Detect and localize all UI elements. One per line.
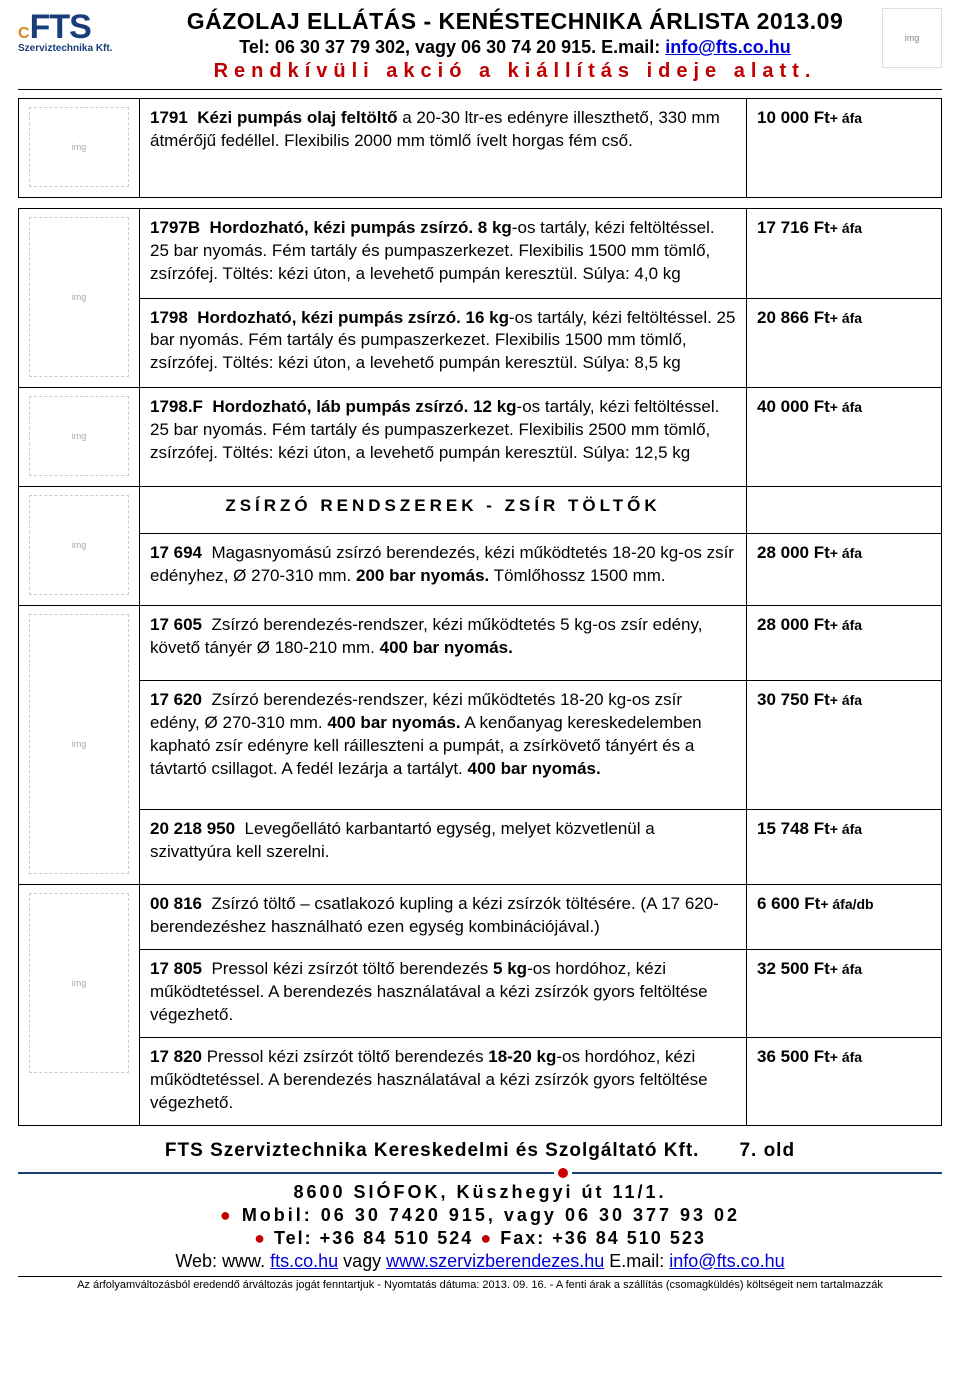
product-table: img 1791 Kézi pumpás olaj feltöltő a 20-… [18, 98, 942, 198]
table-row: 17 820 Pressol kézi zsírzót töltő berend… [19, 1037, 942, 1125]
section-title: ZSÍRZÓ RENDSZEREK - ZSÍR TÖLTŐK [140, 487, 747, 534]
logo: CFTS Szerviztechnika Kft. [18, 8, 148, 54]
header-icon: img [882, 8, 942, 68]
product-table: img 1797B Hordozható, kézi pumpás zsírzó… [18, 208, 942, 1126]
product-price: 28 000 Ft+ áfa [747, 533, 942, 605]
product-desc: 20 218 950 Levegőellátó karbantartó egys… [140, 809, 747, 884]
product-desc: 17 620 Zsírzó berendezés-rendszer, kézi … [140, 681, 747, 809]
product-image-cell: img [19, 487, 140, 606]
footer-mobile: ● Mobil: 06 30 7420 915, vagy 06 30 377 … [18, 1205, 942, 1226]
product-price: 30 750 Ft+ áfa [747, 681, 942, 809]
footer-web-link-2[interactable]: www.szervizberendezes.hu [386, 1251, 604, 1271]
page-header: CFTS Szerviztechnika Kft. GÁZOLAJ ELLÁTÁ… [18, 8, 942, 83]
product-image-cell: img [19, 99, 140, 198]
footer-web: Web: www. fts.co.hu vagy www.szervizbere… [18, 1251, 942, 1272]
product-price: 20 866 Ft+ áfa [747, 298, 942, 388]
page-number: 7. old [739, 1140, 795, 1162]
header-tel-text: Tel: 06 30 37 79 302, vagy 06 30 74 20 9… [239, 37, 665, 57]
product-desc: 17 805 Pressol kézi zsírzót töltő berend… [140, 949, 747, 1037]
product-desc: 1791 Kézi pumpás olaj feltöltő a 20-30 l… [140, 99, 747, 198]
page-title: GÁZOLAJ ELLÁTÁS - KENÉSTECHNIKA ÁRLISTA … [148, 8, 882, 35]
header-contact: Tel: 06 30 37 79 302, vagy 06 30 74 20 9… [148, 37, 882, 58]
product-desc: 17 694 Magasnyomású zsírzó berendezés, k… [140, 533, 747, 605]
logo-text: FTS [30, 8, 91, 46]
product-desc: 1798 Hordozható, kézi pumpás zsírzó. 16 … [140, 298, 747, 388]
product-image-cell: img [19, 606, 140, 885]
page-footer: FTS Szerviztechnika Kereskedelmi és Szol… [18, 1140, 942, 1291]
table-row: 1798 Hordozható, kézi pumpás zsírzó. 16 … [19, 298, 942, 388]
footer-fineprint: Az árfolyamváltozásból eredendő árváltoz… [18, 1276, 942, 1291]
product-image-cell: img [19, 209, 140, 388]
product-price: 6 600 Ft+ áfa/db [747, 885, 942, 950]
product-desc: 17 820 Pressol kézi zsírzót töltő berend… [140, 1037, 747, 1125]
logo-c-icon: C [18, 25, 30, 42]
table-row: 17 620 Zsírzó berendezés-rendszer, kézi … [19, 681, 942, 809]
product-price: 40 000 Ft+ áfa [747, 388, 942, 487]
product-desc: 00 816 Zsírzó töltő – csatlakozó kupling… [140, 885, 747, 950]
table-row: img 1791 Kézi pumpás olaj feltöltő a 20-… [19, 99, 942, 198]
table-row: img 17 605 Zsírzó berendezés-rendszer, k… [19, 606, 942, 681]
footer-tel: ● Tel: +36 84 510 524 ● Fax: +36 84 510 … [18, 1228, 942, 1249]
product-price: 28 000 Ft+ áfa [747, 606, 942, 681]
empty-cell [747, 487, 942, 534]
product-image-cell: img [19, 885, 140, 1126]
product-price: 32 500 Ft+ áfa [747, 949, 942, 1037]
product-desc: 1797B Hordozható, kézi pumpás zsírzó. 8 … [140, 209, 747, 299]
footer-web-link-1[interactable]: fts.co.hu [270, 1251, 338, 1271]
table-row: img 1797B Hordozható, kézi pumpás zsírzó… [19, 209, 942, 299]
product-desc: 1798.F Hordozható, láb pumpás zsírzó. 12… [140, 388, 747, 487]
table-row: 17 805 Pressol kézi zsírzót töltő berend… [19, 949, 942, 1037]
footer-email-link[interactable]: info@fts.co.hu [669, 1251, 784, 1271]
product-desc: 17 605 Zsírzó berendezés-rendszer, kézi … [140, 606, 747, 681]
table-row: 20 218 950 Levegőellátó karbantartó egys… [19, 809, 942, 884]
product-price: 17 716 Ft+ áfa [747, 209, 942, 299]
table-row: 17 694 Magasnyomású zsírzó berendezés, k… [19, 533, 942, 605]
product-image-cell: img [19, 388, 140, 487]
product-price: 36 500 Ft+ áfa [747, 1037, 942, 1125]
product-price: 15 748 Ft+ áfa [747, 809, 942, 884]
header-email-link[interactable]: info@fts.co.hu [665, 37, 791, 57]
promo-banner: Rendkívüli akció a kiállítás ideje alatt… [148, 60, 882, 83]
logo-subtitle: Szerviztechnika Kft. [18, 43, 148, 54]
table-row: img 00 816 Zsírzó töltő – csatlakozó kup… [19, 885, 942, 950]
footer-divider [18, 1168, 942, 1178]
footer-address: 8600 SIÓFOK, Küszhegyi út 11/1. [18, 1182, 942, 1203]
product-price: 10 000 Ft+ áfa [747, 99, 942, 198]
footer-company: FTS Szerviztechnika Kereskedelmi és Szol… [165, 1140, 700, 1162]
header-divider [18, 89, 942, 90]
section-row: img ZSÍRZÓ RENDSZEREK - ZSÍR TÖLTŐK [19, 487, 942, 534]
table-row: img 1798.F Hordozható, láb pumpás zsírzó… [19, 388, 942, 487]
